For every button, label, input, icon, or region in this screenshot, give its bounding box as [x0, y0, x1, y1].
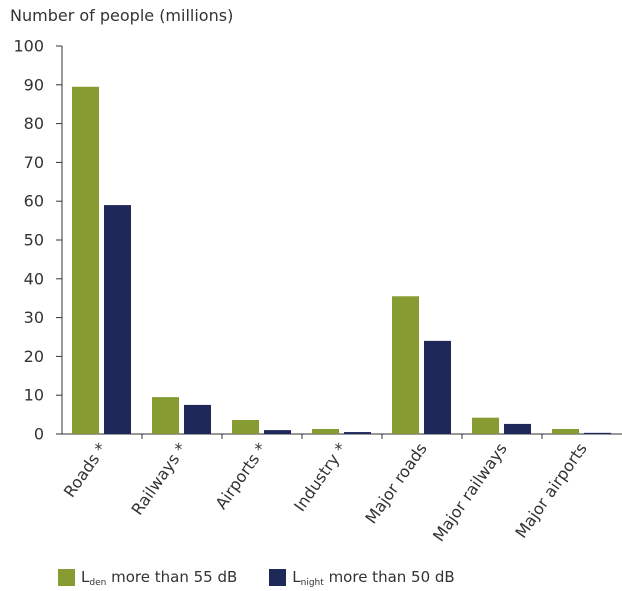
bar-lnight — [584, 432, 611, 434]
y-tick-label: 10 — [24, 386, 44, 405]
x-tick-label: Major airports — [511, 439, 590, 541]
x-tick-label: Roads * — [60, 439, 111, 500]
bar-lden — [152, 397, 179, 434]
y-tick-label: 0 — [34, 425, 44, 444]
legend-swatch-lden — [58, 569, 75, 586]
bar-lden — [392, 296, 419, 434]
y-tick-label: 70 — [24, 153, 44, 172]
bar-lnight — [344, 432, 371, 434]
bar-lden — [312, 428, 339, 434]
x-tick-label: Major roads — [361, 439, 430, 527]
y-tick-label: 100 — [13, 37, 44, 56]
y-tick-label: 50 — [24, 231, 44, 250]
bar-lnight — [504, 423, 531, 434]
y-tick-label: 60 — [24, 192, 44, 211]
y-tick-label: 90 — [24, 75, 44, 94]
y-tick-label: 30 — [24, 308, 44, 327]
y-tick-label: 20 — [24, 347, 44, 366]
y-axis-title: Number of people (millions) — [10, 6, 234, 25]
bar-lden — [472, 417, 499, 434]
x-tick-label: Railways * — [127, 439, 190, 518]
x-tick-label: Airports * — [212, 439, 271, 512]
x-tick-label: Major railways — [429, 439, 511, 544]
y-tick-label: 40 — [24, 269, 44, 288]
legend-swatch-lnight — [269, 569, 287, 586]
bar-lden — [232, 420, 259, 434]
x-tick-label: Industry * — [290, 439, 351, 515]
bar-lnight — [184, 404, 211, 434]
bar-lden — [72, 86, 99, 435]
bar-lden — [552, 428, 579, 434]
bar-lnight — [104, 205, 131, 434]
y-tick-label: 80 — [24, 114, 44, 133]
bar-lnight — [264, 430, 291, 434]
bar-lnight — [424, 340, 451, 434]
